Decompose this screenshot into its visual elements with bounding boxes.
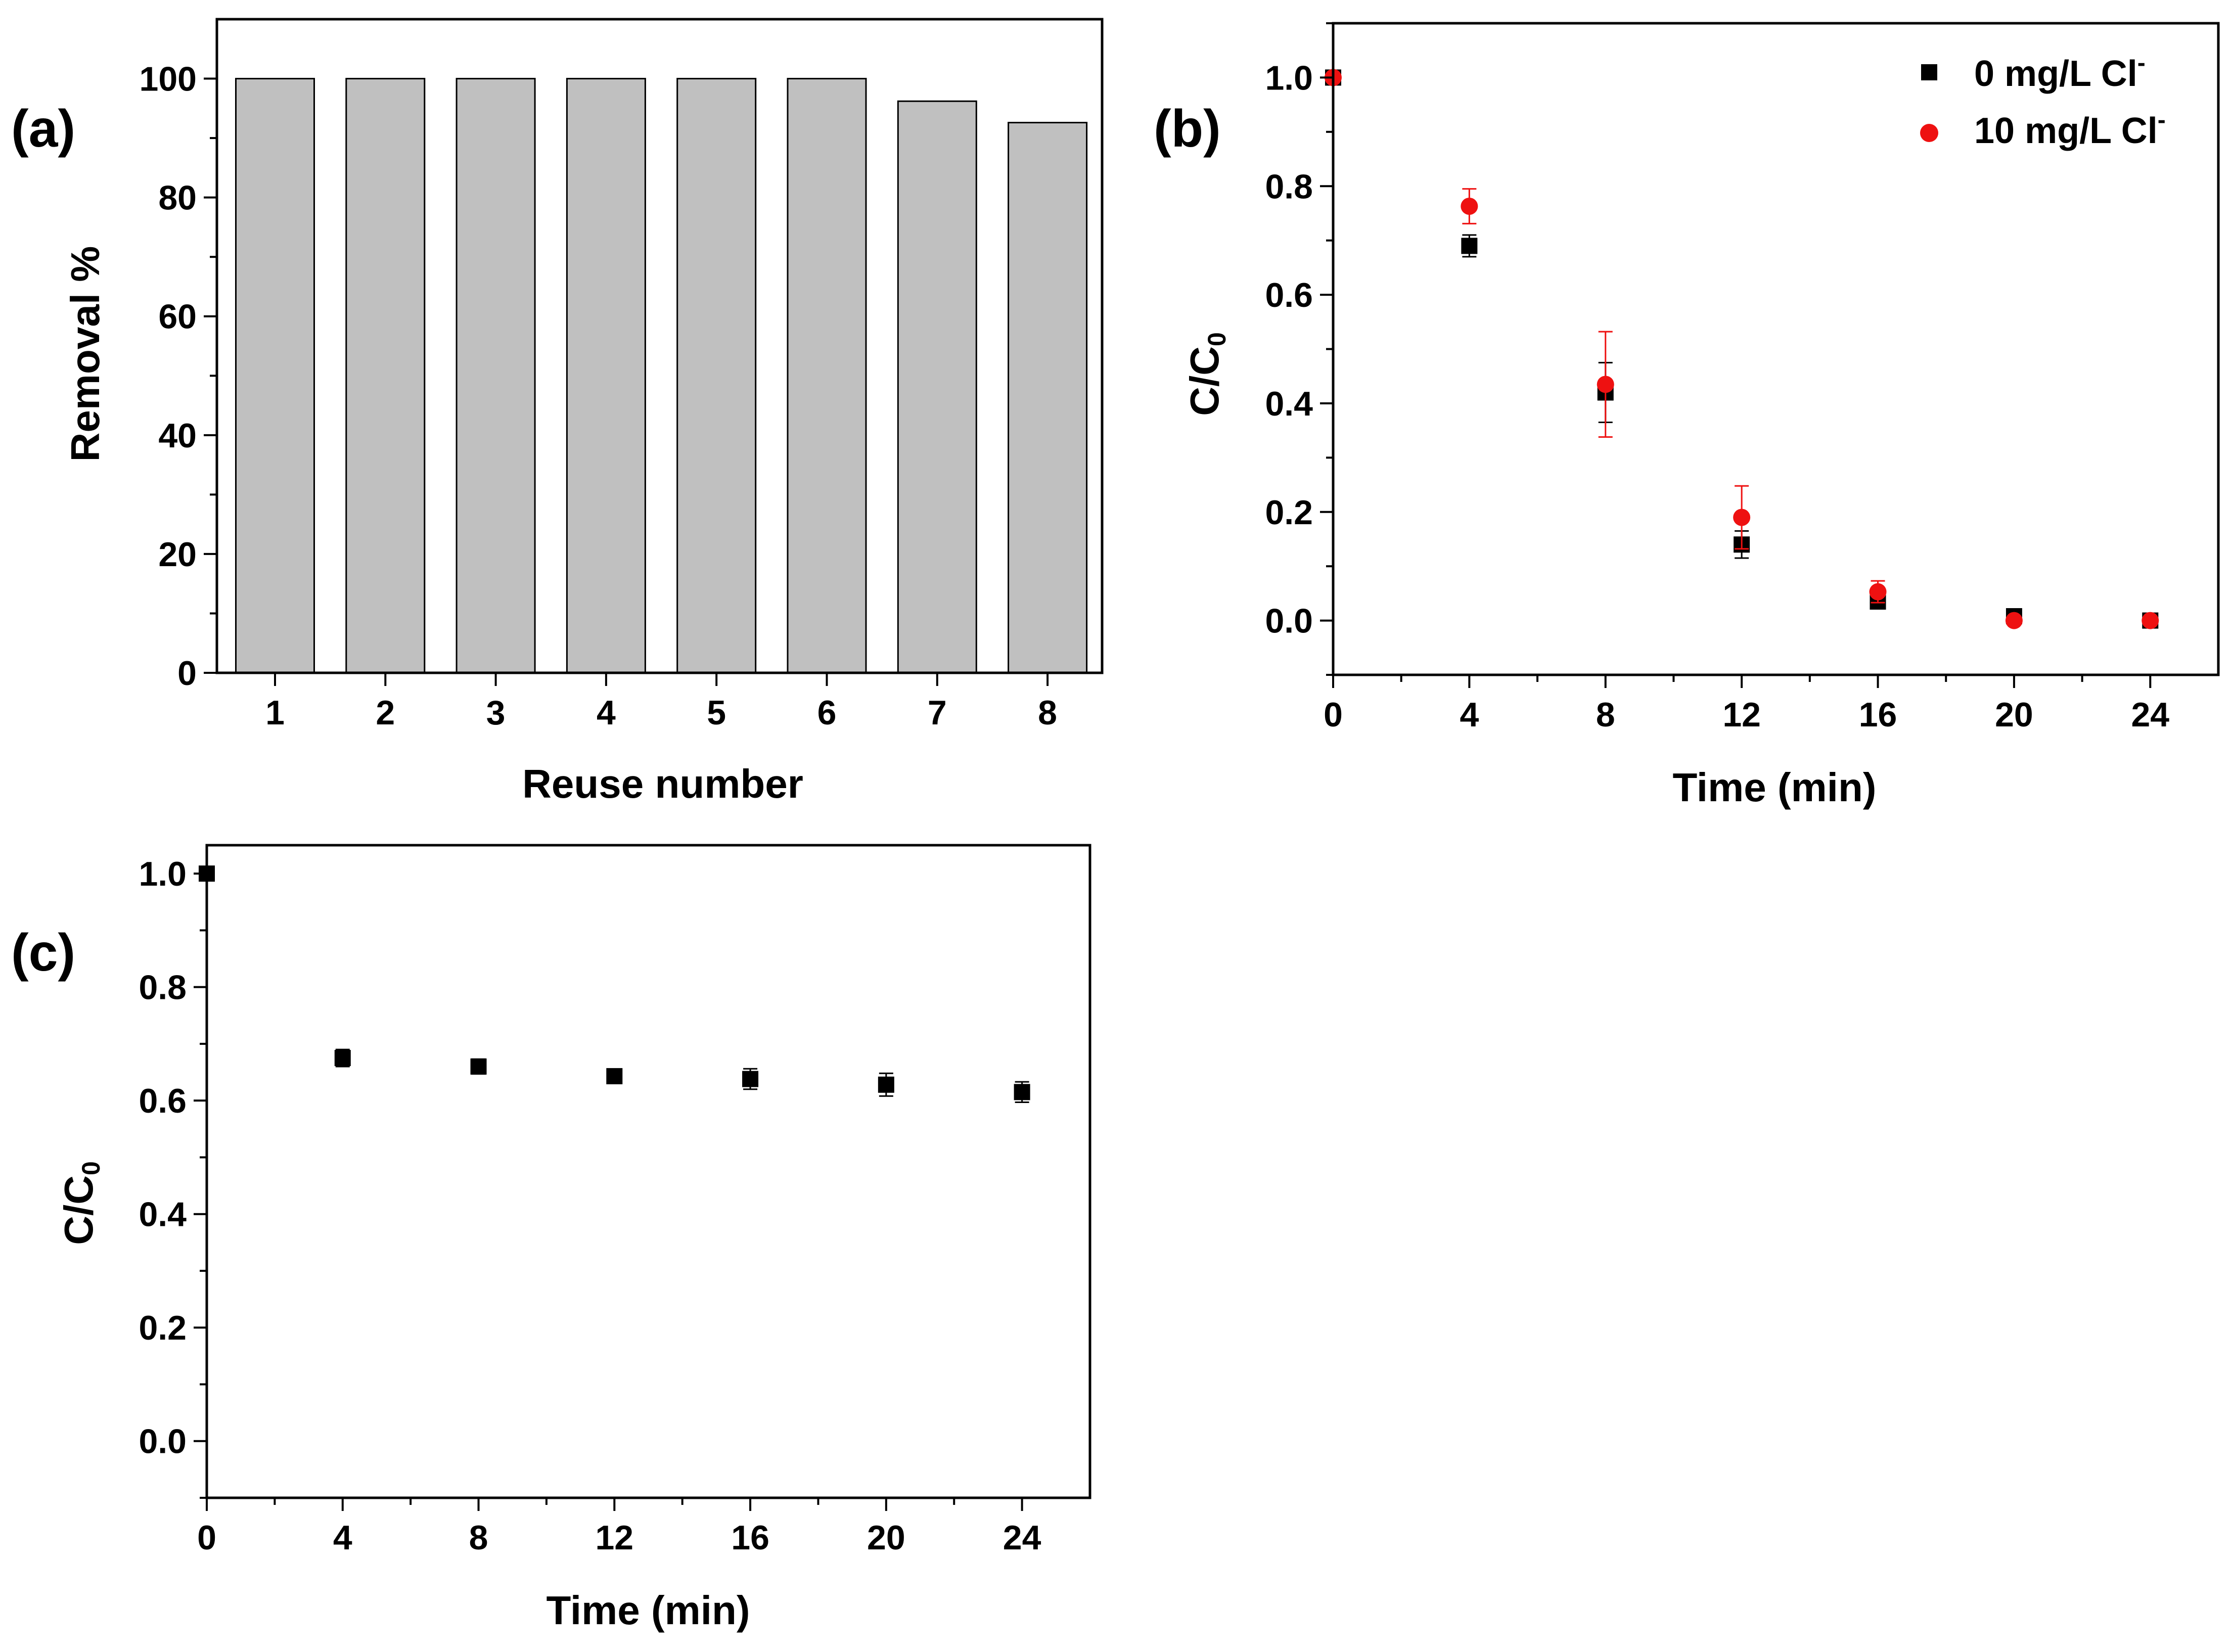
panel-b-plot-frame <box>1332 22 2220 676</box>
x-tick-label: 0 <box>1324 696 1343 734</box>
panel-c-chart: (c) 0 4 8 12 16 20 24 0.0 0.2 0.4 0.6 0.8 1.0 Time (… <box>11 844 1091 1633</box>
panel-a-y-axis-title: Removal % <box>63 246 108 462</box>
x-tick-label: 0 <box>197 1519 216 1557</box>
panel-b-points <box>1325 69 2159 629</box>
y-tick-label: 100 <box>140 60 197 99</box>
y-tick-label: 0.2 <box>139 1309 187 1347</box>
bar-reuse-4 <box>566 78 646 674</box>
panel-c-plot-frame <box>205 844 1091 1499</box>
bar-reuse-6 <box>787 78 867 674</box>
y-tick-label: 40 <box>158 417 197 455</box>
x-tick-label: 6 <box>817 694 837 732</box>
x-tick-label: 16 <box>731 1519 769 1557</box>
y-tick-label: 0.6 <box>1265 276 1313 314</box>
panel-b-chart: (b) 0 4 8 12 16 20 24 0.0 0.2 0.4 0.6 0.8 1.0 Time (… <box>1154 22 2220 810</box>
panel-c-ticks: 0 4 8 12 16 20 24 0.0 0.2 0.4 0.6 0.8 1.0 <box>139 855 1041 1557</box>
x-tick-label: 4 <box>597 694 616 732</box>
data-point-series-0 <box>878 1076 894 1093</box>
data-point-series-1 <box>1733 509 1751 526</box>
bar-reuse-1 <box>235 78 315 674</box>
data-point-series-0 <box>742 1071 759 1087</box>
panel-b-y-axis-title: C/C0 <box>1182 332 1231 416</box>
data-point-series-1 <box>2142 612 2159 629</box>
x-tick-label: 24 <box>1003 1519 1041 1557</box>
y-tick-label: 0.8 <box>1265 167 1313 206</box>
panel-a-x-axis-title: Reuse number <box>522 761 803 806</box>
panel-b-x-axis-title: Time (min) <box>1672 765 1876 810</box>
data-point-series-1 <box>2005 612 2023 629</box>
y-tick-label: 0.0 <box>1265 602 1313 640</box>
bar-reuse-8 <box>1008 122 1088 674</box>
x-tick-label: 3 <box>486 694 506 732</box>
bar-reuse-5 <box>676 78 757 674</box>
x-tick-label: 4 <box>333 1519 352 1557</box>
x-tick-label: 24 <box>2131 696 2169 734</box>
panel-c-label: (c) <box>11 924 75 982</box>
panel-c-points <box>199 865 1030 1104</box>
data-point-series-0 <box>1014 1084 1030 1100</box>
x-tick-label: 8 <box>1038 694 1057 732</box>
data-point-series-1 <box>1869 583 1887 601</box>
y-tick-label: 60 <box>158 298 197 336</box>
legend-marker-0mg <box>1921 64 1937 80</box>
y-tick-label: 20 <box>158 535 197 574</box>
legend-label-0mg: 0 mg/L Cl- <box>1974 50 2146 94</box>
data-point-series-0 <box>606 1068 623 1084</box>
x-tick-label: 5 <box>707 694 726 732</box>
x-tick-label: 12 <box>1722 696 1761 734</box>
x-tick-label: 20 <box>1995 696 2033 734</box>
data-point-series-0 <box>1461 238 1478 254</box>
legend-marker-10mg <box>1920 124 1938 142</box>
x-tick-label: 7 <box>928 694 947 732</box>
data-point-series-1 <box>1597 376 1614 393</box>
data-point-series-0 <box>334 1049 351 1066</box>
x-tick-label: 8 <box>1596 696 1615 734</box>
y-tick-label: 80 <box>158 179 197 217</box>
y-tick-label: 1.0 <box>139 855 187 893</box>
data-point-series-1 <box>1461 197 1478 215</box>
bar-reuse-3 <box>455 78 536 674</box>
panel-c-y-axis-title: C/C0 <box>56 1161 105 1245</box>
x-tick-label: 2 <box>376 694 395 732</box>
bar-reuse-7 <box>897 100 977 674</box>
x-tick-label: 20 <box>867 1519 905 1557</box>
panel-b-legend: 0 mg/L Cl- 10 mg/L Cl- <box>1920 50 2166 151</box>
x-tick-label: 16 <box>1859 696 1897 734</box>
y-tick-label: 0.2 <box>1265 493 1313 532</box>
panel-a-label: (a) <box>11 100 75 158</box>
y-tick-label: 0.0 <box>139 1422 187 1461</box>
panel-b-ticks: 0 4 8 12 16 20 24 0.0 0.2 0.4 0.6 0.8 1.0 <box>1265 22 2169 734</box>
x-tick-label: 8 <box>469 1519 488 1557</box>
y-tick-label: 0.4 <box>139 1196 187 1234</box>
panel-a-bars <box>235 78 1088 674</box>
data-point-series-0 <box>470 1058 487 1075</box>
legend-label-10mg: 10 mg/L Cl- <box>1974 107 2166 151</box>
panel-b-label: (b) <box>1154 100 1221 158</box>
x-tick-label: 4 <box>1460 696 1479 734</box>
x-tick-label: 1 <box>265 694 285 732</box>
y-tick-label: 1.0 <box>1265 59 1313 97</box>
panel-c-x-axis-title: Time (min) <box>546 1588 750 1633</box>
y-tick-label: 0.6 <box>139 1082 187 1120</box>
y-tick-label: 0.8 <box>139 969 187 1007</box>
y-tick-label: 0 <box>177 654 197 693</box>
y-tick-label: 0.4 <box>1265 385 1313 423</box>
x-tick-label: 12 <box>595 1519 633 1557</box>
panel-a-plot-frame <box>215 18 1104 674</box>
bar-reuse-2 <box>345 78 426 674</box>
